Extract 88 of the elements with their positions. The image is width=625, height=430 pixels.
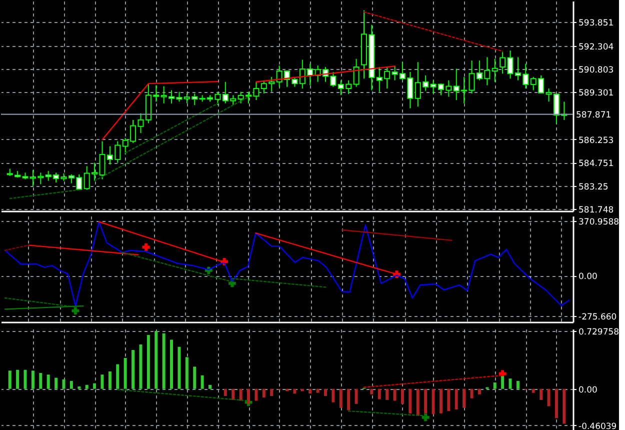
candlestick — [500, 52, 506, 74]
bar — [224, 388, 227, 396]
bar — [532, 388, 535, 393]
y-tick-label: 581.748 — [578, 206, 614, 216]
bar — [193, 366, 196, 389]
bar — [547, 388, 550, 406]
bar — [232, 388, 235, 400]
bar — [170, 340, 174, 389]
y-tick-label: 583.25 — [578, 182, 608, 192]
bar — [478, 388, 481, 394]
bar — [408, 388, 412, 414]
ref-line-label: 587.871 — [576, 110, 612, 120]
y-tick-label: 584.751 — [578, 159, 614, 170]
candlestick — [492, 58, 498, 82]
y-tick-label: 0.00 — [578, 385, 598, 396]
bar — [185, 357, 188, 389]
bar — [54, 378, 58, 389]
bar — [124, 358, 127, 389]
y-tick-label: 370.9588 — [578, 217, 620, 228]
bar — [393, 388, 396, 401]
bar — [508, 378, 512, 389]
bar — [16, 370, 20, 389]
bar — [432, 388, 435, 414]
bar — [470, 388, 474, 398]
bar — [132, 350, 135, 389]
bar — [139, 344, 142, 389]
bar — [540, 388, 543, 400]
point — [72, 307, 80, 315]
bar — [400, 388, 404, 404]
y-tick-label: -275.660 — [578, 312, 617, 323]
point — [142, 243, 150, 251]
bar — [39, 372, 42, 389]
bar — [178, 346, 181, 389]
bar — [146, 334, 150, 389]
bar — [493, 382, 496, 389]
bar — [347, 388, 350, 410]
bar — [332, 388, 335, 402]
bar — [208, 384, 212, 389]
bar — [324, 388, 327, 396]
y-tick-label: 0.00 — [578, 272, 598, 282]
y-tick-label: 589.301 — [578, 88, 614, 99]
bar — [339, 388, 342, 408]
bar — [378, 388, 381, 400]
y-tick-label: 586.253 — [578, 136, 614, 146]
y-tick-label: -0.46039 — [578, 422, 617, 430]
bar — [154, 330, 158, 389]
bar — [162, 333, 166, 389]
candlestick — [353, 58, 360, 88]
bar — [247, 388, 250, 404]
bar — [554, 388, 558, 418]
bar — [562, 388, 566, 424]
bar — [293, 388, 296, 394]
bar — [447, 388, 450, 412]
bar — [62, 379, 66, 389]
bar — [78, 386, 81, 389]
y-tick-label: 593.851 — [578, 18, 614, 28]
point — [422, 414, 430, 422]
bar — [200, 375, 204, 389]
bar — [8, 370, 12, 389]
bar — [439, 388, 442, 414]
bar — [270, 388, 274, 396]
bar — [108, 371, 112, 389]
y-tick-label: 590.803 — [578, 65, 614, 76]
bar — [93, 383, 96, 389]
bar — [85, 384, 88, 389]
bar — [516, 380, 520, 389]
bar — [370, 388, 374, 394]
bar — [254, 388, 258, 401]
bar — [239, 388, 242, 401]
bar — [70, 380, 73, 389]
line-series — [4, 221, 570, 307]
bar — [46, 374, 50, 389]
bar — [116, 364, 120, 389]
bar — [24, 370, 27, 389]
y-tick-label: 0.729758 — [578, 328, 620, 338]
bar — [262, 388, 266, 398]
bar — [316, 388, 320, 393]
bar — [31, 370, 34, 389]
bar — [424, 388, 428, 414]
bar — [501, 376, 504, 389]
y-tick-label: 592.304 — [578, 42, 614, 52]
bar — [454, 388, 458, 410]
bar — [308, 388, 312, 394]
bar — [354, 388, 358, 404]
bar — [386, 388, 389, 400]
bar — [100, 374, 104, 389]
bar — [462, 388, 466, 408]
bar — [416, 388, 420, 416]
